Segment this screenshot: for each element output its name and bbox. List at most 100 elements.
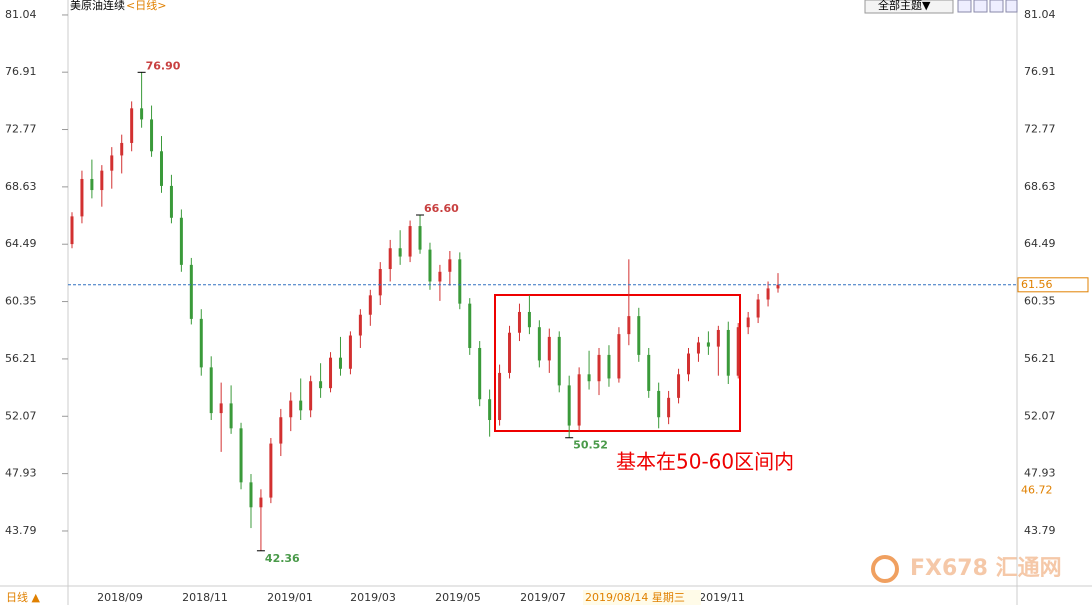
candle-body	[358, 314, 362, 336]
candle-body	[657, 390, 661, 418]
candle-body	[696, 342, 700, 354]
candle-body	[378, 269, 382, 296]
x-tick-label: 2018/11	[182, 591, 228, 604]
theme-button[interactable]	[864, 0, 954, 14]
candle-body	[100, 170, 104, 191]
candle-body	[150, 119, 154, 152]
toolbar-icons[interactable]	[957, 0, 1018, 13]
candle-body	[259, 497, 263, 508]
period-tab-label: 日线 ▲	[6, 590, 40, 604]
candle-body	[607, 354, 611, 379]
candle-body	[428, 249, 432, 282]
x-tick-label: 2019/07	[520, 591, 566, 604]
extreme-label: 50.52	[573, 439, 608, 452]
candle-body	[756, 299, 760, 318]
candle-body	[90, 178, 94, 191]
extreme-label: 42.36	[265, 552, 300, 565]
crosshair-date: 2019/08/14 星期三	[585, 591, 685, 604]
y-tick-label: 47.93	[5, 467, 37, 480]
x-tick-label: 2018/09	[97, 591, 143, 604]
y-tick-label-right: 47.93	[1024, 467, 1056, 480]
candle-body	[199, 318, 203, 368]
candle-body	[706, 342, 710, 347]
last-price-label: 61.56	[1021, 278, 1053, 291]
extreme-label: 66.60	[424, 202, 459, 215]
y-tick-label-right: 64.49	[1024, 237, 1056, 250]
watermark: FX678 汇通网	[910, 556, 1062, 581]
candle-body	[239, 428, 243, 483]
candle-body	[776, 284, 780, 289]
candle-body	[567, 385, 571, 426]
candle-body	[169, 185, 173, 218]
y-tick-label: 60.35	[5, 295, 37, 308]
y-tick-label: 68.63	[5, 180, 37, 193]
y-tick-label-right: 76.91	[1024, 65, 1056, 78]
candle-body	[80, 178, 84, 217]
candle-body	[368, 295, 372, 315]
candle-body	[508, 332, 512, 373]
candle-body	[249, 482, 253, 508]
candle-body	[647, 354, 651, 391]
candle-body	[130, 108, 134, 143]
annotation: 基本在50-60区间内	[616, 450, 794, 474]
candle-body	[617, 334, 621, 379]
candle-body	[189, 264, 193, 319]
last-price-box	[1017, 277, 1089, 293]
period-label: <日线>	[126, 0, 166, 12]
y-tick-label: 72.77	[5, 123, 37, 136]
candle-body	[159, 151, 163, 186]
candle-body	[338, 357, 342, 369]
x-tick-label: 2019/05	[435, 591, 481, 604]
candle-body	[637, 316, 641, 355]
x-tick-label: 2019/11	[699, 591, 745, 604]
candle-body	[319, 381, 323, 389]
y-tick-label: 64.49	[5, 237, 37, 250]
range-box	[494, 294, 741, 432]
candle-body	[726, 329, 730, 376]
chart-title: 美原油连续	[70, 0, 125, 12]
candle-body	[388, 248, 392, 270]
candle-body	[597, 354, 601, 382]
candle-body	[140, 108, 144, 120]
candle-body	[289, 400, 293, 418]
candle-body	[179, 217, 183, 265]
candle-body	[687, 353, 691, 375]
candle-body	[348, 335, 352, 369]
candle-body	[408, 226, 412, 257]
candle-body	[527, 311, 531, 328]
x-tick-label: 2019/03	[350, 591, 396, 604]
y-tick-label-right: 81.04	[1024, 8, 1056, 21]
y-tick-label: 52.07	[5, 409, 37, 422]
candle-body	[736, 327, 740, 376]
candle-body	[587, 374, 591, 382]
candle-body	[418, 226, 422, 250]
crosshair-date-box	[583, 590, 701, 605]
candle-body	[448, 259, 452, 272]
candle-body	[279, 417, 283, 444]
candle-body	[766, 288, 770, 300]
y-tick-label-right: 60.35	[1024, 295, 1056, 308]
candle-body	[229, 403, 233, 429]
period-tab[interactable]	[0, 590, 62, 605]
candle-body	[329, 357, 333, 389]
candle-body	[269, 443, 273, 498]
candle-body	[537, 327, 541, 361]
candle-body	[478, 347, 482, 400]
x-tick-label: 2019/01	[267, 591, 313, 604]
marker-price-label: 46.72	[1021, 483, 1053, 496]
candle-body	[110, 155, 114, 171]
candle-body	[577, 374, 581, 426]
candle-body	[498, 372, 502, 421]
theme-button-label: 全部主题▼	[878, 0, 931, 12]
candle-body	[438, 271, 442, 282]
candle-body	[219, 403, 223, 414]
candle-body	[398, 248, 402, 257]
candle-body	[299, 400, 303, 411]
candle-body	[746, 317, 750, 328]
extreme-label: 76.90	[146, 59, 181, 72]
y-tick-label-right: 72.77	[1024, 123, 1056, 136]
candle-body	[309, 381, 313, 411]
y-tick-label-right: 68.63	[1024, 180, 1056, 193]
